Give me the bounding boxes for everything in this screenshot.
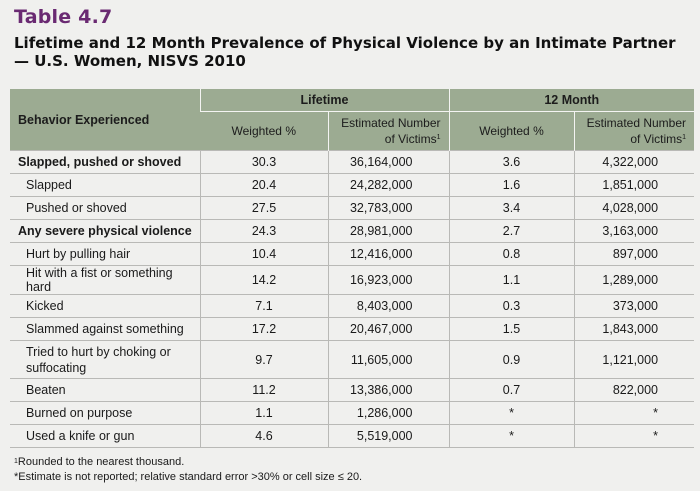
table-row: Hit with a fist or something hard 14.2 16,… — [10, 265, 695, 295]
table-row: Beaten 11.2 13,386,000 0.7 822,000 — [10, 378, 695, 402]
table-row: Tried to hurt by choking or suffocating 9… — [10, 340, 695, 379]
lifetime-estimated-cell: 11,605,000 — [327, 340, 449, 379]
twelve-month-estimated-cell: 4,028,000 — [573, 196, 695, 220]
lifetime-estimated-cell: 1,286,000 — [327, 401, 449, 425]
table-row: Pushed or shoved 27.5 32,783,000 3.4 4,028,0… — [10, 196, 695, 220]
behavior-cell: Hit with a fist or something hard — [10, 265, 200, 295]
lifetime-group-header: Lifetime — [199, 89, 449, 112]
lifetime-weighted-cell: 10.4 — [199, 242, 328, 266]
lifetime-weighted-cell: 27.5 — [199, 196, 328, 220]
twelve-month-weighted-cell: 1.6 — [448, 173, 574, 197]
twelve-month-weighted-cell: 1.1 — [448, 265, 574, 295]
twelve-month-estimated-header: Estimated Number of Victims1 — [573, 111, 695, 151]
lifetime-weighted-cell: 17.2 — [199, 317, 328, 341]
lifetime-weighted-cell: 7.1 — [199, 294, 328, 318]
twelve-month-weighted-cell: * — [448, 424, 574, 448]
twelve-month-estimated-cell: 897,000 — [573, 242, 695, 266]
lifetime-weighted-cell: 24.3 — [199, 219, 328, 243]
twelve-month-weighted-cell: 1.5 — [448, 317, 574, 341]
table-row: Hurt by pulling hair 10.4 12,416,000 0.8 897… — [10, 242, 695, 266]
behavior-cell: Hurt by pulling hair — [10, 242, 200, 266]
behavior-cell: Kicked — [10, 294, 200, 318]
table-title: Lifetime and 12 Month Prevalence of Phys… — [14, 34, 676, 70]
twelve-month-weighted-cell: 0.8 — [448, 242, 574, 266]
twelve-month-weighted-header: Weighted % — [448, 111, 574, 151]
table-row: Slammed against something 17.2 20,467,000 1… — [10, 317, 695, 341]
lifetime-weighted-cell: 11.2 — [199, 378, 328, 402]
behavior-cell: Slapped — [10, 173, 200, 197]
twelve-month-estimated-cell: * — [573, 424, 695, 448]
behavior-cell: Slapped, pushed or shoved — [10, 150, 200, 174]
twelve-month-weighted-cell: 0.9 — [448, 340, 574, 379]
twelve-month-estimated-cell: 1,121,000 — [573, 340, 695, 379]
footnote-1: 1Rounded to the nearest thousand. — [14, 456, 185, 468]
behavior-cell: Used a knife or gun — [10, 424, 200, 448]
table-row: Used a knife or gun 4.6 5,519,000 * * — [10, 424, 695, 448]
twelve-month-estimated-cell: 373,000 — [573, 294, 695, 318]
twelve-month-estimated-cell: * — [573, 401, 695, 425]
lifetime-estimated-cell: 5,519,000 — [327, 424, 449, 448]
twelve-month-estimated-cell: 3,163,000 — [573, 219, 695, 243]
twelve-month-weighted-cell: 0.7 — [448, 378, 574, 402]
table-body: Slapped, pushed or shoved 30.3 36,164,000 3… — [10, 150, 695, 448]
lifetime-weighted-cell: 4.6 — [199, 424, 328, 448]
twelve-month-estimated-cell: 1,843,000 — [573, 317, 695, 341]
lifetime-weighted-header: Weighted % — [200, 111, 328, 151]
twelve-month-estimated-cell: 1,851,000 — [573, 173, 695, 197]
twelve-month-estimated-cell: 1,289,000 — [573, 265, 695, 295]
behavior-cell: Burned on purpose — [10, 401, 200, 425]
table-row: Kicked 7.1 8,403,000 0.3 373,000 — [10, 294, 695, 318]
twelve-month-weighted-cell: 3.4 — [448, 196, 574, 220]
lifetime-estimated-cell: 12,416,000 — [327, 242, 449, 266]
lifetime-weighted-cell: 20.4 — [199, 173, 328, 197]
lifetime-estimated-header: Estimated Number of Victims1 — [327, 111, 449, 151]
lifetime-estimated-cell: 16,923,000 — [327, 265, 449, 295]
behavior-cell: Tried to hurt by choking or suffocating — [10, 340, 200, 379]
prevalence-table: Behavior Experienced Lifetime 12 Month W… — [10, 89, 695, 448]
twelve-month-weighted-cell: 2.7 — [448, 219, 574, 243]
behavior-cell: Beaten — [10, 378, 200, 402]
twelve-month-estimated-cell: 4,322,000 — [573, 150, 695, 174]
lifetime-estimated-cell: 13,386,000 — [327, 378, 449, 402]
footnotes: 1Rounded to the nearest thousand. *Estim… — [14, 455, 362, 485]
table-row: Slapped, pushed or shoved 30.3 36,164,000 3… — [10, 150, 695, 174]
lifetime-weighted-cell: 30.3 — [199, 150, 328, 174]
footnote-2: *Estimate is not reported; relative stan… — [14, 471, 363, 483]
lifetime-estimated-cell: 8,403,000 — [327, 294, 449, 318]
table-row: Slapped 20.4 24,282,000 1.6 1,851,000 — [10, 173, 695, 197]
twelve-month-weighted-cell: 0.3 — [448, 294, 574, 318]
table-row: Burned on purpose 1.1 1,286,000 * * — [10, 401, 695, 425]
lifetime-weighted-cell: 1.1 — [199, 401, 328, 425]
lifetime-estimated-cell: 24,282,000 — [327, 173, 449, 197]
behavior-column-header: Behavior Experienced — [10, 89, 200, 151]
table-number: Table 4.7 — [14, 6, 113, 28]
twelve-month-estimated-cell: 822,000 — [573, 378, 695, 402]
behavior-cell: Slammed against something — [10, 317, 200, 341]
twelve-month-weighted-cell: 3.6 — [448, 150, 574, 174]
lifetime-weighted-cell: 14.2 — [199, 265, 328, 295]
behavior-cell: Any severe physical violence — [10, 219, 200, 243]
lifetime-estimated-cell: 36,164,000 — [327, 150, 449, 174]
behavior-cell: Pushed or shoved — [10, 196, 200, 220]
lifetime-estimated-cell: 20,467,000 — [327, 317, 449, 341]
twelve-month-weighted-cell: * — [448, 401, 574, 425]
twelve-month-group-header: 12 Month — [448, 89, 695, 112]
lifetime-weighted-cell: 9.7 — [199, 340, 328, 379]
table-row: Any severe physical violence 24.3 28,981,0… — [10, 219, 695, 243]
lifetime-estimated-cell: 28,981,000 — [327, 219, 449, 243]
lifetime-estimated-cell: 32,783,000 — [327, 196, 449, 220]
